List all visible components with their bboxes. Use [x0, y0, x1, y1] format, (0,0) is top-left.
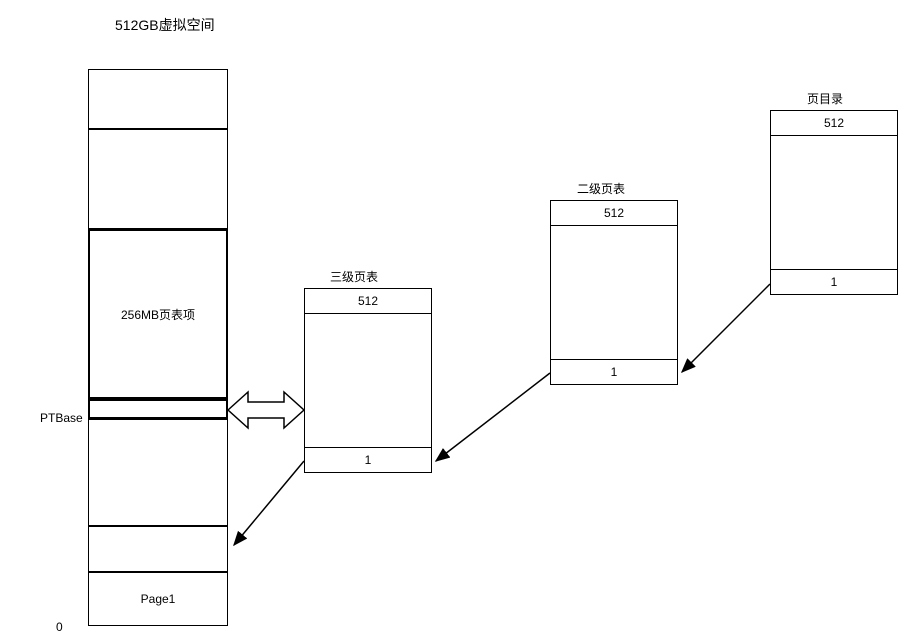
l3-title: 三级页表 [330, 268, 378, 285]
vs-sec-6: Page1 [88, 572, 228, 626]
ptbase-label: PTBase [40, 411, 83, 425]
l2-top: 512 [550, 200, 678, 226]
l2-bottom-label: 1 [611, 365, 618, 379]
vs-sec-6-label: Page1 [141, 592, 176, 606]
arrow-l2-to-l3 [436, 373, 550, 461]
double-arrow-icon [228, 392, 304, 428]
l1-bottom: 1 [770, 269, 898, 295]
vs-sec-3 [88, 399, 228, 419]
vs-sec-0 [88, 69, 228, 129]
arrow-l3-to-page [234, 461, 304, 545]
l2-title: 二级页表 [577, 180, 625, 197]
vs-sec-2: 256MB页表项 [88, 229, 228, 399]
l2-top-label: 512 [604, 206, 624, 220]
vs-sec-1 [88, 129, 228, 229]
l1-top-label: 512 [824, 116, 844, 130]
l2-bottom: 1 [550, 359, 678, 385]
zero-label: 0 [56, 620, 63, 634]
l3-top: 512 [304, 288, 432, 314]
l1-title: 页目录 [807, 90, 843, 107]
diagram-root: 512GB虚拟空间 256MB页表项 Page1 PTBase 0 三级页表 5… [0, 0, 911, 641]
l3-box: 512 1 [304, 288, 432, 473]
l1-top: 512 [770, 110, 898, 136]
vs-sec-2-label: 256MB页表项 [121, 306, 195, 323]
vs-sec-4 [88, 419, 228, 526]
main-title: 512GB虚拟空间 [115, 15, 215, 35]
l1-box: 512 1 [770, 110, 898, 295]
l3-bottom-label: 1 [365, 453, 372, 467]
l1-bottom-label: 1 [831, 275, 838, 289]
l3-top-label: 512 [358, 294, 378, 308]
l2-box: 512 1 [550, 200, 678, 385]
arrow-l1-to-l2 [682, 284, 770, 372]
l3-bottom: 1 [304, 447, 432, 473]
vs-sec-5 [88, 526, 228, 572]
